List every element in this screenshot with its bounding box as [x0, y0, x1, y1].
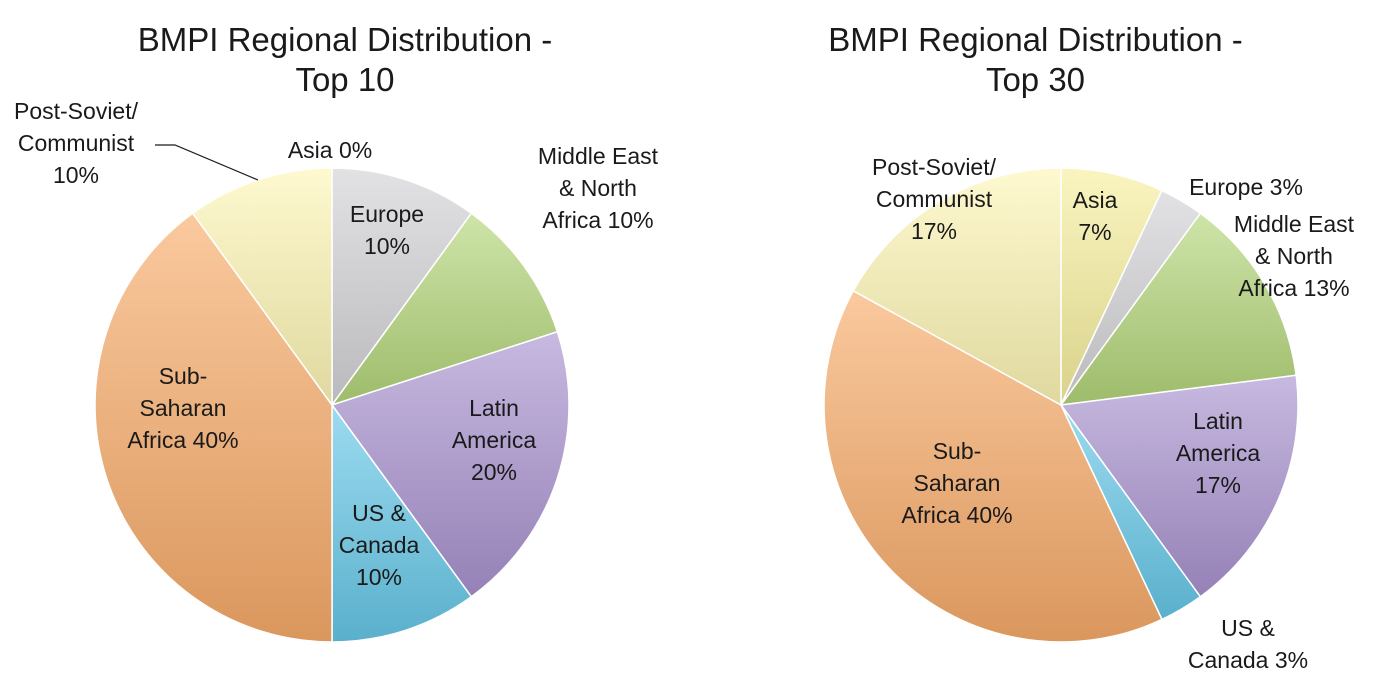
pie-chart-top-30: BMPI Regional Distribution - Top 30 Asia…: [690, 0, 1381, 697]
pie-slice-ssa: [823, 289, 1163, 643]
chart-title-line-2: Top 10: [295, 61, 395, 98]
slice-label-ssa: Sub-Saharan Africa 40%: [127, 363, 238, 453]
slice-label-us: US & Canada 3%: [1188, 615, 1308, 673]
slice-label-asia: Asia 0%: [288, 137, 372, 163]
slice-label-latin: Latin America 20%: [452, 395, 537, 485]
slice-label-latin: Latin America 17%: [1176, 408, 1261, 498]
slice-label-soviet: Post-Soviet/Communist 17%: [872, 154, 997, 244]
pie-slice-latin: [330, 330, 570, 598]
slice-label-ssa: Sub-Saharan Africa 40%: [901, 438, 1012, 528]
pie-chart-top-30-svg: Asia 7% Europe 3% Middle East & North Africa …: [823, 154, 1355, 673]
slice-label-mena: Middle East & North Africa 10%: [538, 143, 659, 233]
pie-slice-soviet: [852, 167, 1062, 407]
pie-slice-us: [331, 402, 473, 643]
pie-slice-mena: [330, 212, 559, 407]
slice-label-europe: Europe 10%: [350, 201, 424, 259]
chart-title-line-1: BMPI Regional Distribution -: [137, 21, 553, 58]
chart-title: BMPI Regional Distribution - Top 30: [690, 20, 1381, 100]
pie-chart-top-10: BMPI Regional Distribution - Top 10 Asia…: [0, 0, 690, 697]
chart-title-line-1: BMPI Regional Distribution -: [828, 21, 1243, 58]
slice-label-mena: Middle East & North Africa 13%: [1234, 211, 1355, 301]
slice-label-asia: Asia 7%: [1073, 187, 1118, 245]
pie-slice-mena: [1059, 212, 1297, 406]
chart-title: BMPI Regional Distribution - Top 10: [0, 20, 690, 100]
pie-chart-top-10-svg: Asia 0% Europe 10% Middle East & North Africa…: [14, 98, 659, 643]
slice-label-soviet: Post-Soviet/Communist 10%: [14, 98, 139, 188]
slice-label-europe: Europe 3%: [1189, 174, 1303, 200]
pie-slice-soviet: [191, 167, 333, 408]
leader-line-soviet: [155, 144, 259, 181]
pie-slice-europe: [331, 167, 473, 408]
chart-title-line-2: Top 30: [985, 61, 1086, 98]
slice-label-us: US & Canada 10%: [339, 500, 420, 590]
pie-slice-latin: [1059, 374, 1299, 598]
pie-slice-asia: [1060, 167, 1163, 406]
pie-slice-ssa: [94, 212, 333, 643]
